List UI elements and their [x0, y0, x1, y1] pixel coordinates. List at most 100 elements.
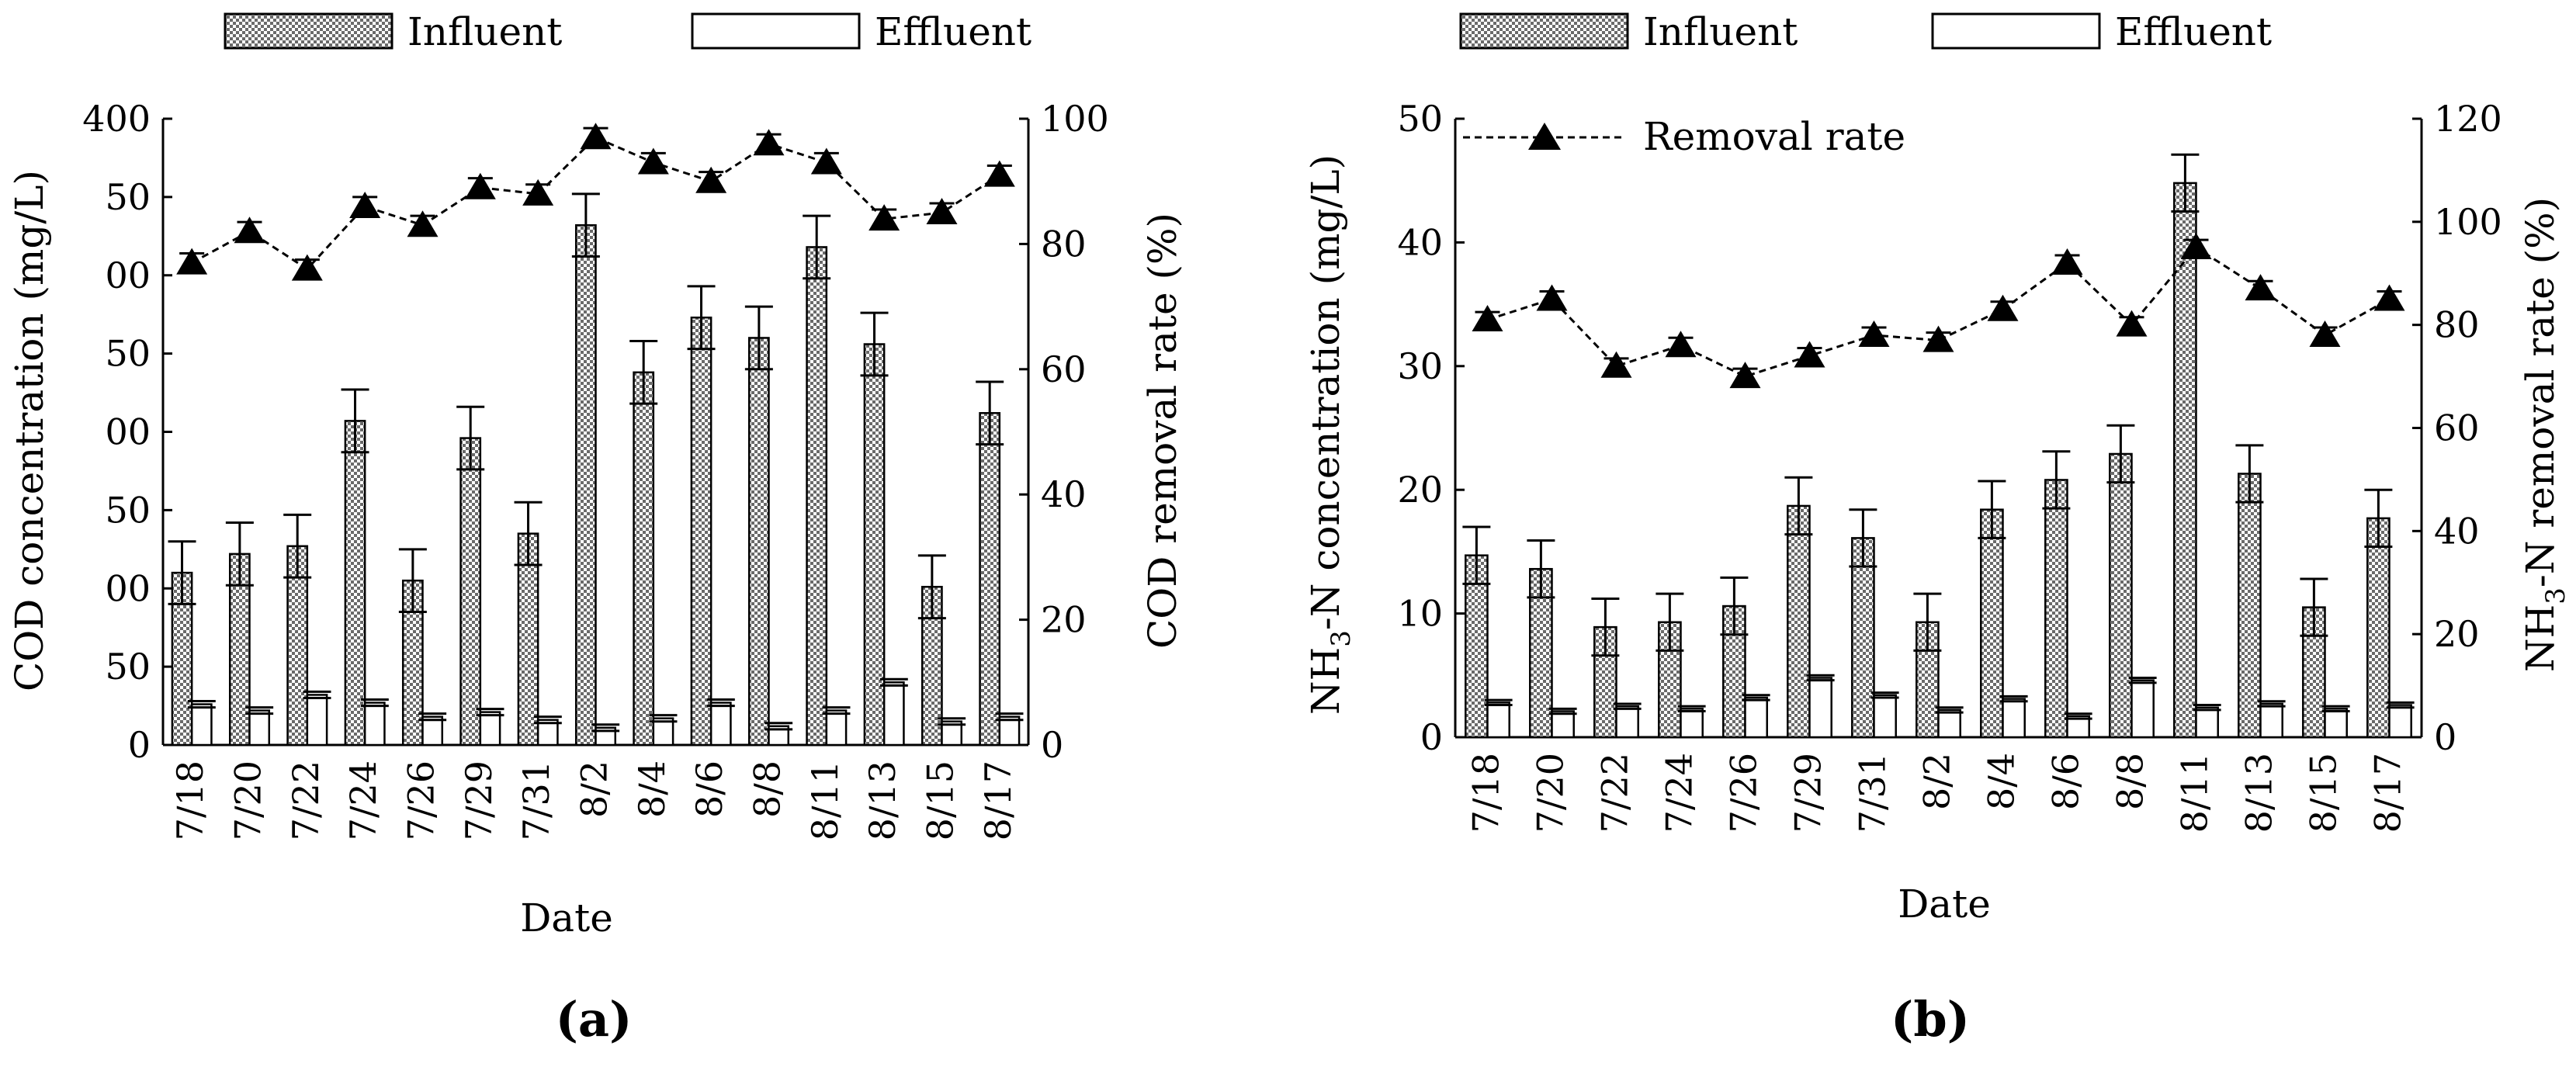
y-tick-label-left-b: 0	[1420, 716, 1443, 758]
x-tick-label-b: 8/8	[2110, 753, 2151, 810]
bar-effluent-a	[825, 709, 848, 747]
y-axis-title-b-part1: NH	[1303, 647, 1348, 715]
removal-rate-marker-a	[983, 160, 1015, 187]
bar-influent-a	[979, 412, 1001, 747]
y-tick-label-left-a: 400	[82, 98, 151, 140]
removal-rate-marker-a	[291, 254, 323, 281]
x-tick-label-b: 7/26	[1723, 753, 1765, 833]
x-tick-label-b: 8/11	[2174, 753, 2216, 833]
bar-influent-b	[2173, 182, 2197, 739]
y-axis-right-title-b-part1: NH	[2518, 605, 2563, 672]
bar-effluent-b	[2195, 706, 2219, 739]
removal-rate-marker-a	[407, 210, 439, 237]
chart-panel-b: Influent Effluent Removal rate 010203040…	[1303, 9, 2571, 1048]
bar-effluent-b	[1808, 677, 1832, 739]
bar-effluent-b	[2002, 698, 2026, 739]
legend-a: Influent Effluent	[224, 9, 1031, 54]
legend-removal-rate-marker-b	[1528, 123, 1561, 150]
bar-effluent-a	[248, 709, 271, 747]
y-tick-label-right-b: 120	[2434, 98, 2502, 140]
bar-effluent-a	[306, 694, 328, 747]
bar-influent-b	[1851, 537, 1875, 739]
y-tick-label-right-a: 60	[1041, 348, 1087, 390]
y-tick-label-right-a: 80	[1041, 223, 1087, 265]
y-tick-label-right-b: 40	[2434, 510, 2480, 552]
removal-rate-marker-a	[753, 129, 785, 156]
y-axis-title-b-sub: 3	[1326, 630, 1357, 647]
y-tick-label-right-b: 20	[2434, 613, 2480, 655]
legend-effluent-label-b: Effluent	[2115, 9, 2272, 54]
panel-label-b: (b)	[1891, 991, 1970, 1048]
y-tick-label-left-b: 20	[1397, 469, 1443, 511]
removal-rate-marker-b	[2309, 320, 2341, 347]
bar-influent-a	[517, 532, 539, 747]
legend-effluent-swatch-b	[1931, 12, 2101, 50]
bar-effluent-b	[1680, 708, 1704, 739]
y-tick-label-left-b: 40	[1397, 221, 1443, 263]
y-tick-label-left-a: 50	[105, 489, 151, 531]
legend-influent-label-b: Influent	[1643, 9, 1798, 54]
bar-effluent-b	[2259, 702, 2283, 739]
x-tick-label-a: 8/15	[920, 760, 962, 840]
plot-area-b: 0 10 20 30 40 50 0 20 40 60 80 100 120 7/18 7/20 7/22 7/…	[1397, 98, 2501, 833]
y-tick-label-right-a: 20	[1041, 599, 1087, 641]
y-tick-label-left-b: 10	[1397, 593, 1443, 635]
x-tick-label-b: 7/31	[1852, 753, 1894, 833]
chart-panel-a: Influent Effluent 0 50 00 50 00 50 00 50 400 0 20 4…	[7, 9, 1185, 1048]
y-axis-title-b-part2: -N concentration (mg/L)	[1303, 154, 1348, 630]
y-axis-right-title-a: COD removal rate (%)	[1140, 213, 1185, 649]
bar-influent-a	[459, 437, 482, 747]
bar-influent-b	[2238, 473, 2262, 739]
legend-influent-label-a: Influent	[407, 9, 562, 54]
bar-influent-a	[574, 223, 597, 747]
removal-rate-line-a	[191, 136, 1000, 271]
removal-rate-marker-a	[580, 123, 612, 150]
bar-effluent-a	[363, 702, 386, 747]
removal-rate-marker-b	[1536, 284, 1568, 311]
x-tick-label-a: 7/29	[458, 760, 500, 840]
y-tick-label-right-a: 40	[1041, 473, 1087, 515]
x-tick-label-a: 8/13	[862, 760, 903, 840]
y-tick-label-right-a: 0	[1041, 724, 1063, 766]
y-tick-label-left-a: 00	[105, 255, 151, 296]
panel-label-a: (a)	[556, 991, 633, 1048]
removal-rate-marker-b	[1665, 331, 1697, 358]
bar-influent-b	[1980, 508, 2004, 739]
bar-effluent-b	[1937, 708, 1961, 739]
x-tick-label-a: 7/31	[515, 760, 557, 840]
y-axis-right-title-b: NH3-N removal rate (%)	[2518, 197, 2571, 672]
x-tick-label-a: 8/8	[747, 760, 789, 818]
x-tick-label-a: 8/4	[631, 760, 673, 818]
x-tick-label-b: 7/24	[1659, 753, 1701, 833]
x-axis-title-a: Date	[520, 896, 613, 941]
x-tick-label-a: 7/20	[227, 760, 269, 840]
bar-effluent-a	[998, 715, 1021, 747]
removal-rate-marker-a	[695, 166, 727, 193]
x-tick-label-b: 8/2	[1916, 753, 1958, 810]
y-tick-label-left-a: 00	[105, 567, 151, 609]
legend-effluent-swatch-a	[691, 12, 861, 50]
x-tick-label-b: 8/17	[2367, 753, 2409, 833]
bar-effluent-b	[1551, 710, 1575, 739]
bar-influent-a	[286, 545, 309, 747]
x-tick-label-b: 7/18	[1465, 753, 1507, 833]
x-tick-label-b: 7/22	[1594, 753, 1636, 833]
y-tick-label-left-a: 00	[105, 411, 151, 453]
bar-effluent-b	[2388, 704, 2412, 739]
bar-effluent-b	[1744, 696, 1768, 739]
x-tick-label-a: 8/17	[977, 760, 1019, 840]
bar-influent-b	[2109, 452, 2133, 739]
removal-rate-marker-b	[1600, 351, 1632, 378]
bar-effluent-a	[882, 681, 905, 747]
bar-effluent-a	[652, 717, 674, 747]
y-axis-title-a: COD concentration (mg/L)	[7, 170, 52, 691]
y-tick-label-left-a: 50	[105, 176, 151, 218]
bar-effluent-b	[2130, 679, 2155, 739]
bar-influent-a	[633, 371, 655, 747]
x-tick-label-a: 7/22	[285, 760, 327, 840]
removal-rate-marker-b	[1794, 341, 1825, 368]
bar-effluent-a	[709, 702, 732, 747]
y-tick-label-left-a: 50	[105, 333, 151, 375]
y-tick-label-right-b: 100	[2434, 201, 2502, 243]
